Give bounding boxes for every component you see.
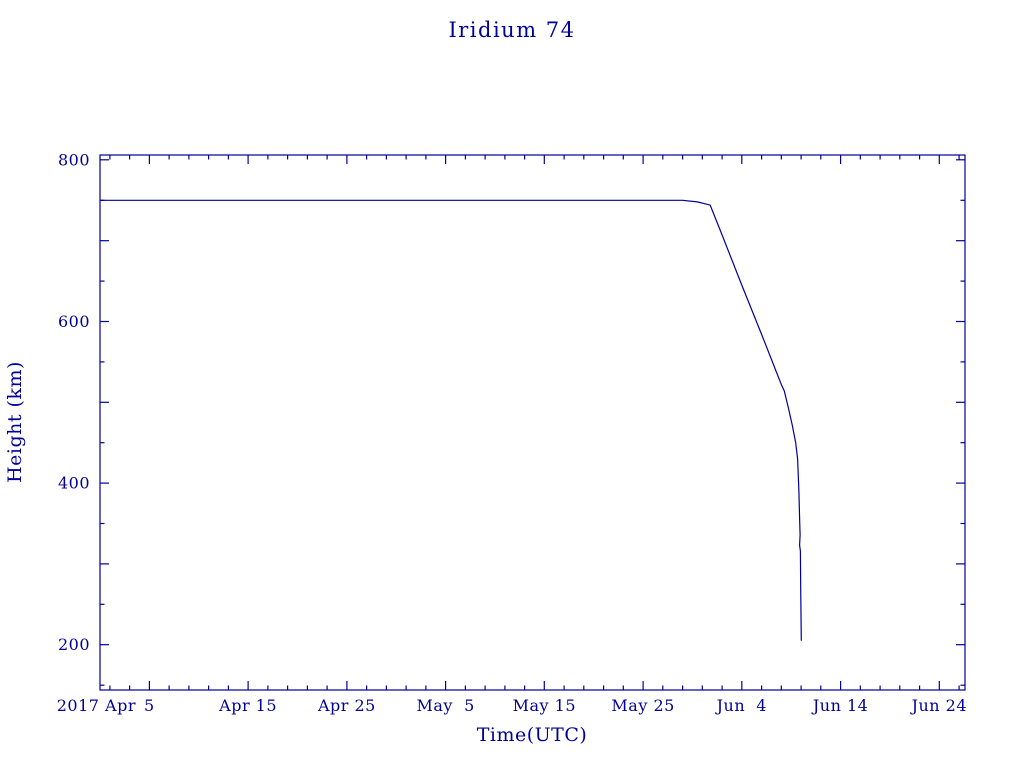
chart-title: Iridium 74 bbox=[448, 18, 575, 42]
y-tick-label: 400 bbox=[58, 474, 90, 493]
y-tick-label: 200 bbox=[58, 635, 90, 654]
x-axis-year-prefix: 2017 Apr bbox=[57, 696, 136, 715]
x-tick-label: 5 bbox=[144, 696, 155, 715]
y-tick-label: 800 bbox=[58, 150, 90, 169]
x-tick-label: Jun 14 bbox=[811, 696, 868, 715]
x-tick-label: Jun 24 bbox=[910, 696, 967, 715]
x-tick-label: May 25 bbox=[611, 696, 674, 715]
x-tick-label: Apr 15 bbox=[218, 696, 277, 715]
x-tick-label: May 15 bbox=[513, 696, 576, 715]
y-tick-label: 600 bbox=[58, 312, 90, 331]
decay-line bbox=[100, 199, 802, 641]
plot-frame bbox=[99, 154, 966, 691]
x-axis-label: Time(UTC) bbox=[477, 724, 588, 746]
x-tick-label: Jun 4 bbox=[715, 696, 767, 715]
generated-chart-elements: 5 Apr 15 Apr 25 May 5 May 15 May 25 Jun 4 Jun 1… bbox=[58, 150, 967, 715]
x-tick-label: May 5 bbox=[416, 696, 474, 715]
y-axis-label: Height (km) bbox=[4, 361, 26, 483]
x-tick-label: Apr 25 bbox=[317, 696, 376, 715]
